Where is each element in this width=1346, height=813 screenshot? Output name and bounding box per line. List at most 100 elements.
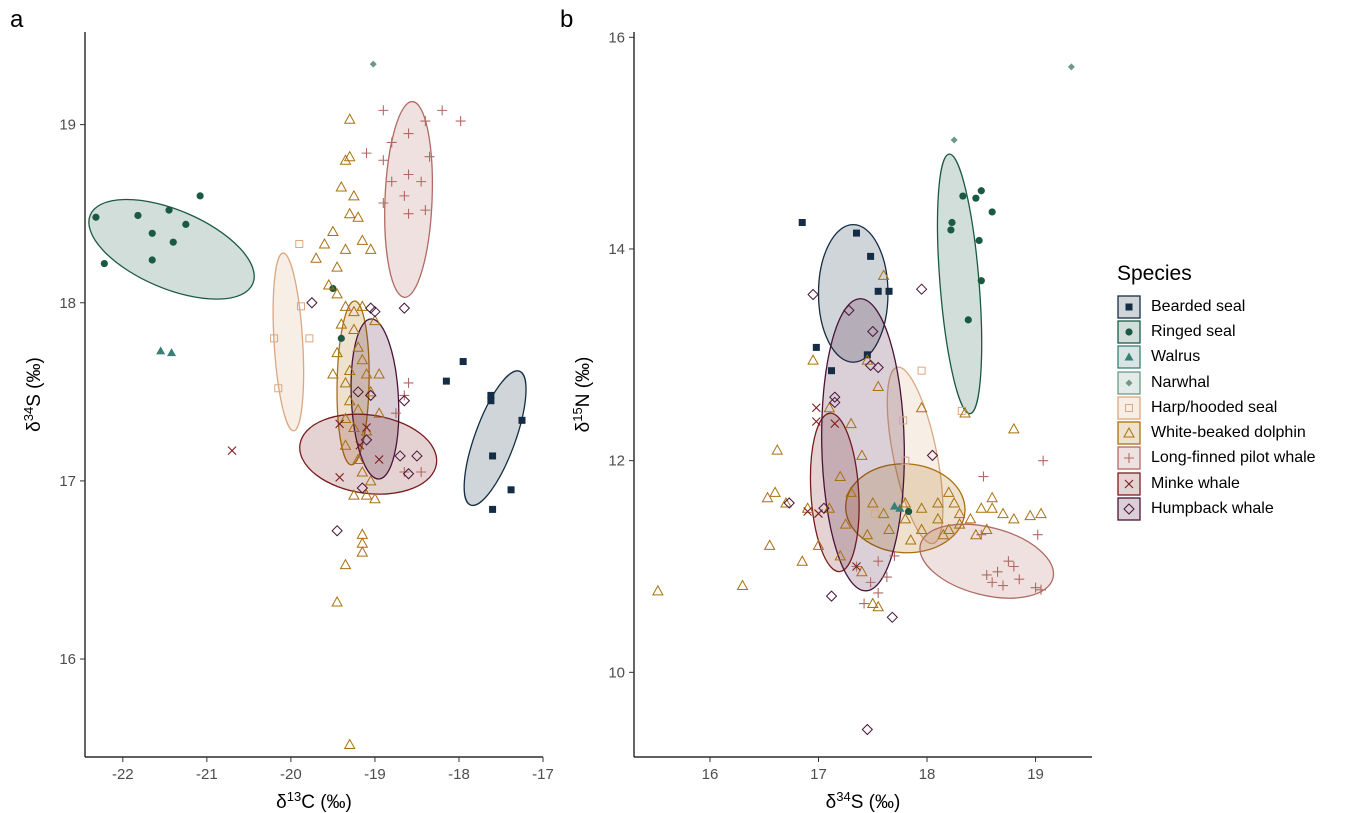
point-long-finned-pilot-whale — [987, 577, 998, 588]
point-humpback-whale — [365, 389, 377, 402]
point-white-beaked-dolphin — [331, 595, 343, 607]
point-humpback-whale — [398, 302, 411, 314]
point-white-beaked-dolphin — [807, 354, 819, 365]
point-minke-whale — [811, 403, 821, 413]
legend-item-minke-whale: Minke whale — [1117, 471, 1316, 496]
point-humpback-whale — [825, 590, 838, 602]
point-white-beaked-dolphin — [953, 518, 966, 529]
point-white-beaked-dolphin — [975, 502, 988, 513]
point-white-beaked-dolphin — [877, 269, 890, 280]
point-white-beaked-dolphin — [356, 546, 369, 557]
point-white-beaked-dolphin — [986, 502, 999, 513]
panel-a-plot: -22 -21 -20 -19 -18 -17 16 17 18 19 δ13C (‰) δ34S (… — [21, 32, 554, 813]
legend-label: Long-finned pilot whale — [1151, 449, 1316, 467]
point-humpback-whale — [867, 325, 879, 338]
point-minke-whale — [830, 419, 840, 428]
legend-key-ringed-seal — [1117, 320, 1141, 344]
point-minke-whale — [355, 440, 365, 450]
point-white-beaked-dolphin — [812, 539, 825, 550]
point-long-finned-pilot-whale — [416, 466, 427, 477]
point-white-beaked-dolphin — [343, 364, 356, 375]
legend-key-walrus — [1117, 345, 1141, 369]
point-white-beaked-dolphin — [339, 154, 352, 165]
point-white-beaked-dolphin — [364, 474, 377, 486]
point-white-beaked-dolphin — [348, 305, 360, 317]
legend-item-bearded-seal: Bearded seal — [1117, 294, 1316, 319]
legend-item-white-beaked-dolphin: White-beaked dolphin — [1117, 420, 1316, 445]
legend-key-narwhal — [1117, 370, 1141, 395]
point-white-beaked-dolphin — [339, 439, 352, 450]
point-bearded-seal — [798, 219, 806, 227]
point-white-beaked-dolphin — [1035, 507, 1047, 519]
point-bearded-seal — [487, 391, 495, 399]
x-tick-label: -17 — [532, 766, 554, 783]
point-long-finned-pilot-whale — [399, 466, 410, 477]
point-ringed-seal — [148, 229, 156, 237]
legend-item-long-finned-pilot-whale: Long-finned pilot whale — [1117, 446, 1316, 471]
point-white-beaked-dolphin — [369, 492, 381, 504]
point-white-beaked-dolphin — [856, 449, 868, 460]
point-walrus — [889, 501, 899, 510]
point-humpback-whale — [365, 302, 377, 314]
point-humpback-whale — [306, 297, 318, 309]
point-white-beaked-dolphin — [856, 565, 868, 577]
point-white-beaked-dolphin — [310, 252, 322, 263]
point-white-beaked-dolphin — [845, 486, 857, 497]
legend-swatch — [1117, 396, 1141, 420]
point-long-finned-pilot-whale — [403, 169, 414, 180]
point-long-finned-pilot-whale — [420, 205, 431, 216]
point-white-beaked-dolphin — [348, 323, 360, 334]
point-white-beaked-dolphin — [343, 394, 356, 406]
point-white-beaked-dolphin — [932, 512, 944, 524]
point-long-finned-pilot-whale — [1008, 561, 1019, 572]
point-white-beaked-dolphin — [348, 189, 360, 201]
point-white-beaked-dolphin — [834, 549, 847, 561]
point-white-beaked-dolphin — [360, 489, 373, 500]
point-white-beaked-dolphin — [932, 496, 944, 508]
legend-key-minke-whale — [1117, 472, 1141, 496]
point-white-beaked-dolphin — [866, 597, 879, 609]
x-tick-label: 19 — [1027, 766, 1044, 783]
legend-item-harp-hooded-seal: Harp/hooded seal — [1117, 395, 1316, 420]
point-white-beaked-dolphin — [736, 579, 749, 591]
point-white-beaked-dolphin — [352, 341, 364, 352]
point-humpback-whale — [926, 449, 939, 462]
point-long-finned-pilot-whale — [437, 105, 448, 116]
point-ringed-seal — [959, 192, 967, 200]
ellipse-minke-whale — [809, 412, 860, 573]
y-tick-label: 14 — [608, 241, 625, 258]
point-white-beaked-dolphin — [942, 486, 955, 497]
x-tick-label: -19 — [364, 766, 386, 783]
point-white-beaked-dolphin — [356, 234, 369, 245]
point-humpback-whale — [398, 395, 411, 407]
y-tick-label: 18 — [59, 295, 76, 312]
point-ringed-seal — [988, 208, 996, 216]
point-walrus — [156, 346, 166, 355]
point-long-finned-pilot-whale — [1035, 584, 1046, 595]
point-long-finned-pilot-whale — [361, 148, 372, 159]
point-white-beaked-dolphin — [986, 491, 999, 503]
point-white-beaked-dolphin — [763, 539, 776, 550]
point-ringed-seal — [975, 236, 983, 245]
point-harp-hooded-seal — [270, 334, 279, 343]
x-tick-label: -20 — [280, 766, 302, 783]
ellipse-white-beaked-dolphin — [336, 300, 370, 466]
point-white-beaked-dolphin — [343, 207, 356, 219]
legend-marker — [1124, 352, 1134, 361]
point-long-finned-pilot-whale — [998, 580, 1008, 591]
point-ringed-seal — [169, 238, 177, 246]
point-ringed-seal — [977, 277, 985, 285]
point-white-beaked-dolphin — [1008, 422, 1020, 434]
point-white-beaked-dolphin — [335, 318, 348, 329]
point-white-beaked-dolphin — [356, 353, 369, 365]
point-humpback-whale — [369, 305, 381, 318]
point-white-beaked-dolphin — [769, 486, 781, 497]
point-white-beaked-dolphin — [343, 113, 356, 124]
point-humpback-whale — [807, 288, 819, 301]
point-white-beaked-dolphin — [948, 496, 961, 508]
y-tick-label: 12 — [608, 453, 625, 470]
point-long-finned-pilot-whale — [976, 529, 987, 540]
point-white-beaked-dolphin — [331, 261, 343, 272]
legend-marker — [1125, 379, 1133, 387]
point-bearded-seal — [489, 452, 497, 460]
